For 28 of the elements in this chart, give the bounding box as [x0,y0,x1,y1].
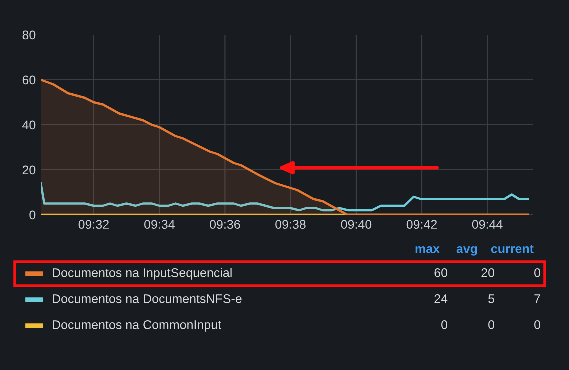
x-tick-label: 09:38 [276,220,306,230]
x-tick-label: 09:32 [78,220,109,230]
text: 0 [488,320,495,330]
y-tick-label: 60 [22,76,36,85]
text: 0 [534,268,541,278]
x-tick-label: 09:40 [341,220,372,230]
legend-label: Documentos na CommonInput [53,320,222,332]
x-tick-label: 09:44 [472,220,503,230]
text: 5 [488,294,494,304]
x-tick-label: 09:42 [406,220,438,230]
x-tick-label: 09:34 [144,220,175,230]
text: max [416,246,440,254]
legend-label: Documentos na DocumentsNFS-e [53,294,242,304]
x-tick-label: 09:36 [210,220,240,230]
y-tick-label: 40 [22,120,36,130]
text: 0 [534,320,541,330]
text: 0 [442,320,448,330]
y-tick-label: 80 [22,30,36,40]
y-tick-label: 20 [22,166,36,175]
text: 24 [434,294,448,304]
text: 20 [482,268,495,278]
y-tick-label: 0 [30,210,36,220]
text: avg [456,246,478,256]
legend-label: Documentos na InputSequencial [53,268,232,280]
text: current [491,245,534,254]
text: 60 [434,268,448,278]
line-series [41,182,530,212]
text: 7 [534,294,540,304]
